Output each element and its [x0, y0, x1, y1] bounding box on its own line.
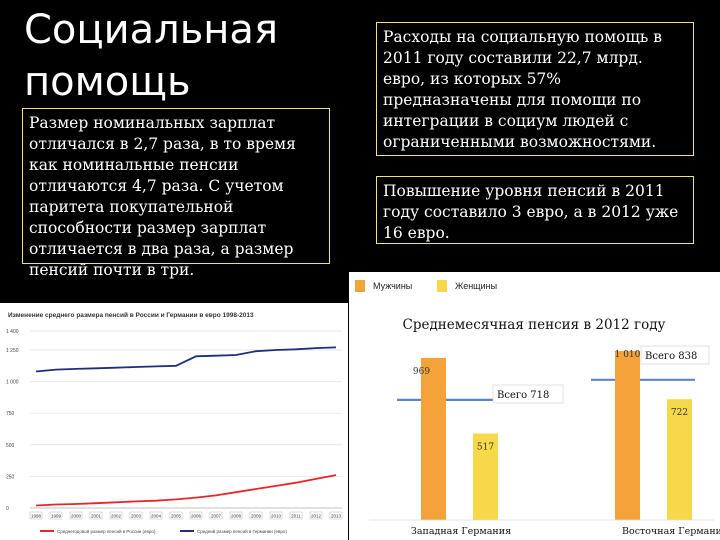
category-label: Западная Германия: [411, 526, 511, 537]
x-tick-label: 1999: [51, 514, 62, 519]
x-tick-label: 2002: [111, 514, 122, 519]
line-chart-pensions: Изменение среднего размера пенсий в Росс…: [0, 303, 348, 540]
y-tick-label: 1 400: [6, 329, 19, 335]
x-tick-box: [169, 511, 183, 520]
y-tick-label: 500: [6, 443, 15, 449]
x-tick-label: 1998: [31, 514, 42, 519]
x-tick-box: [149, 511, 163, 520]
x-tick-box: [189, 511, 203, 520]
bar-value-label: 969: [413, 367, 430, 377]
bar: [615, 351, 640, 520]
total-label-box: [640, 345, 710, 365]
category-label: Восточная Германия: [622, 526, 720, 537]
x-tick-label: 2010: [271, 514, 282, 519]
x-tick-label: 2012: [311, 514, 322, 519]
x-tick-label: 2007: [211, 514, 222, 519]
y-tick-label: 250: [6, 474, 15, 480]
legend-label: Мужчины: [373, 281, 412, 291]
x-tick-box: [289, 511, 303, 520]
bar-value-label: 517: [477, 443, 494, 453]
x-tick-label: 2004: [151, 514, 162, 519]
legend-swatch: [437, 280, 447, 292]
x-tick-box: [309, 511, 323, 520]
x-tick-box: [89, 511, 103, 520]
legend-label: Среднегодовой размер пенсий в России (ев…: [57, 528, 156, 534]
y-tick-label: 750: [6, 411, 15, 417]
y-tick-label: 1 000: [6, 380, 19, 386]
x-tick-box: [229, 511, 243, 520]
y-tick-label: 1 250: [6, 348, 19, 354]
bar-chart-title: Среднемесячная пенсия в 2012 году: [403, 317, 666, 333]
total-label-box: [492, 384, 564, 404]
x-tick-label: 2011: [291, 514, 301, 519]
bar-chart-svg: Мужчины Женщины Среднемесячная пенсия в 20…: [355, 280, 720, 537]
series-line-0: [35, 474, 337, 507]
legend-swatch: [355, 280, 365, 292]
x-tick-box: [29, 511, 43, 520]
x-tick-box: [49, 511, 63, 520]
x-tick-label: 2005: [171, 514, 182, 519]
x-tick-label: 2008: [231, 514, 242, 519]
x-tick-box: [209, 511, 223, 520]
line-chart-svg: Изменение среднего размера пенсий в Росс…: [6, 311, 343, 534]
legend-label: Средний размер пенсий в Германии (евро): [197, 528, 287, 534]
line-chart-title: Изменение среднего размера пенсий в Росс…: [8, 311, 254, 319]
y-tick-label: 0: [6, 506, 9, 512]
x-tick-label: 2003: [131, 514, 142, 519]
bar: [473, 433, 498, 520]
bar-value-label: 1 010: [615, 350, 641, 360]
x-tick-box: [129, 511, 143, 520]
x-tick-box: [69, 511, 83, 520]
bar: [421, 357, 446, 520]
x-tick-label: 2000: [71, 514, 82, 519]
text-box-salaries: Размер номинальных зарплат отличался в 2…: [22, 108, 330, 279]
bar-chart-monthly-pension: Мужчины Женщины Среднемесячная пенсия в 20…: [349, 272, 720, 540]
x-tick-label: 2013: [331, 514, 342, 519]
total-label: Всего 838: [645, 351, 697, 362]
bar-value-label: 722: [671, 408, 688, 418]
x-tick-box: [109, 511, 123, 520]
x-tick-box: [249, 511, 263, 520]
x-tick-label: 2009: [251, 514, 262, 519]
legend-label: Женщины: [455, 281, 497, 291]
x-tick-box: [269, 511, 283, 520]
series-line-1: [35, 346, 337, 373]
x-tick-label: 2001: [91, 514, 102, 519]
text-box-pension-increase: Повышение уровня пенсий в 2011 году сост…: [376, 176, 694, 244]
text-box-social-spending: Расходы на социальную помощь в 2011 году…: [376, 22, 694, 156]
x-tick-label: 2006: [191, 514, 202, 519]
slide-title: Социальная помощь: [24, 7, 279, 105]
x-tick-box: [329, 511, 343, 520]
bar: [667, 399, 692, 520]
total-label: Всего 718: [497, 390, 549, 401]
